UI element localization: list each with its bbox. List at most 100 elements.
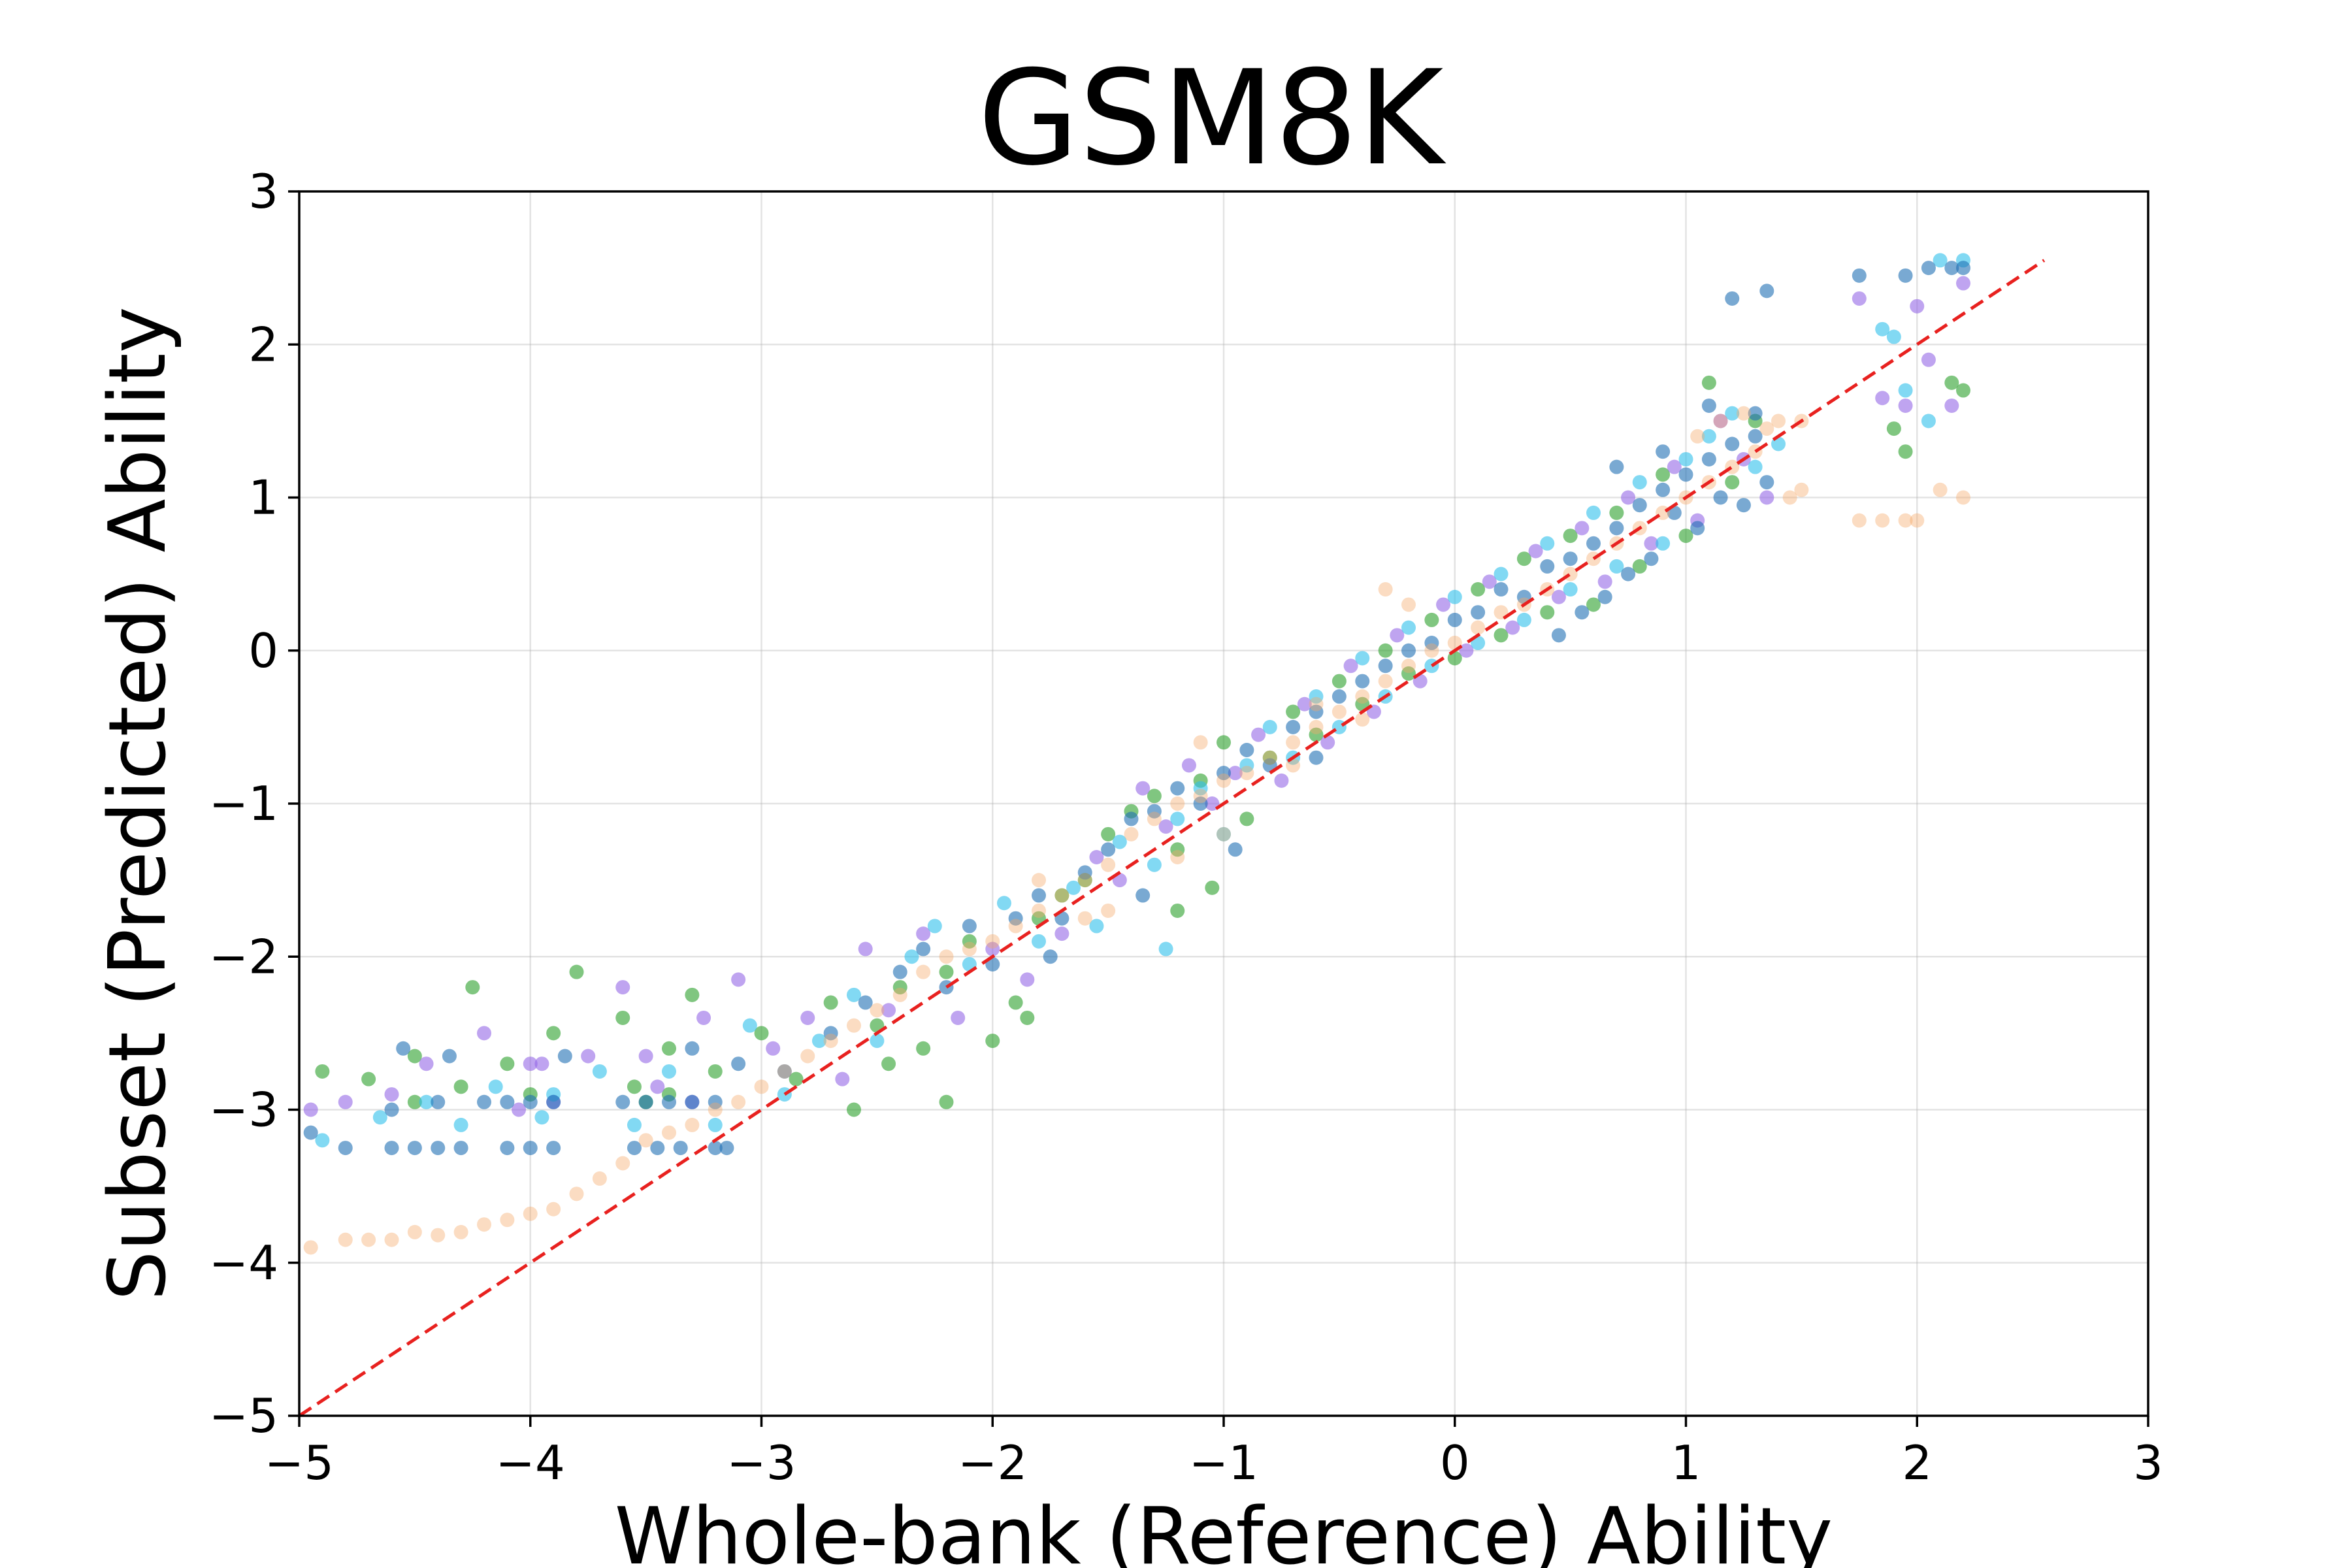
point-3-62 [1563, 551, 1578, 566]
point-0-26 [1054, 888, 1070, 903]
point-3-47 [1217, 766, 1231, 781]
point-2-48 [1678, 451, 1693, 466]
point-1-56 [1921, 352, 1936, 367]
point-4-87 [1077, 911, 1092, 926]
point-4-76 [1956, 490, 1970, 505]
point-1-26 [1181, 758, 1196, 773]
point-3-31 [823, 1026, 838, 1041]
y-tick-label-3: −2 [209, 929, 278, 984]
point-4-10 [546, 1201, 561, 1217]
point-4-18 [731, 1094, 746, 1109]
point-3-36 [962, 919, 977, 934]
point-4-74 [1910, 513, 1925, 528]
point-4-30 [1008, 919, 1023, 934]
point-2-1 [372, 1110, 387, 1125]
point-1-33 [1343, 659, 1358, 674]
point-3-15 [615, 1094, 630, 1109]
point-3-4 [431, 1141, 446, 1156]
point-3-17 [662, 1094, 676, 1109]
point-2-26 [1170, 811, 1185, 826]
point-0-33 [1217, 735, 1231, 750]
point-2-15 [870, 1034, 885, 1049]
point-4-81 [1355, 712, 1370, 727]
series-3 [303, 261, 1970, 1156]
point-2-44 [1586, 505, 1601, 520]
point-2-9 [662, 1064, 676, 1079]
point-2-16 [904, 949, 919, 964]
point-0-53 [1678, 529, 1693, 544]
point-2-2 [419, 1094, 434, 1109]
point-4-17 [708, 1102, 723, 1117]
point-3-3 [407, 1141, 422, 1156]
point-4-85 [1193, 735, 1208, 750]
x-tick-label-4: −1 [1189, 1435, 1258, 1490]
point-2-43 [1563, 582, 1578, 597]
point-0-31 [1170, 842, 1185, 857]
point-1-3 [419, 1056, 434, 1071]
point-3-5 [453, 1141, 468, 1156]
point-4-9 [523, 1206, 538, 1221]
point-0-36 [1286, 704, 1301, 719]
point-3-24 [719, 1141, 734, 1156]
point-3-48 [1239, 743, 1254, 758]
point-3-80 [1551, 628, 1566, 643]
point-2-17 [927, 919, 942, 934]
point-4-36 [1147, 811, 1162, 826]
point-0-45 [1494, 628, 1509, 643]
point-4-22 [823, 1034, 838, 1049]
point-3-71 [1759, 475, 1774, 490]
point-4-16 [685, 1117, 700, 1132]
point-3-19 [708, 1094, 723, 1109]
series-4 [303, 406, 1970, 1255]
point-3-68 [1701, 451, 1716, 466]
point-3-56 [1424, 636, 1439, 651]
point-2-30 [1262, 719, 1277, 734]
point-3-52 [1331, 689, 1347, 704]
point-4-29 [985, 934, 1000, 949]
point-3-38 [1008, 911, 1023, 926]
point-0-68 [1205, 880, 1220, 895]
point-3-6 [500, 1141, 515, 1156]
point-3-74 [1690, 521, 1705, 536]
point-4-20 [777, 1064, 792, 1079]
point-0-9 [615, 1010, 630, 1025]
point-1-0 [303, 1102, 318, 1117]
point-0-23 [985, 1034, 1000, 1049]
y-tick-label-8: 3 [248, 164, 278, 219]
point-4-42 [1286, 735, 1301, 750]
point-3-27 [557, 1049, 572, 1064]
point-4-45 [1355, 689, 1370, 704]
point-2-34 [1355, 651, 1370, 666]
point-0-44 [1471, 582, 1486, 597]
point-1-40 [1505, 620, 1520, 635]
point-4-83 [1378, 582, 1393, 597]
point-0-47 [1540, 605, 1555, 620]
point-4-32 [1054, 888, 1070, 903]
point-0-7 [546, 1026, 561, 1041]
point-2-46 [1632, 475, 1647, 490]
point-4-23 [847, 1018, 861, 1033]
point-4-66 [1690, 429, 1705, 444]
point-4-50 [1471, 620, 1486, 635]
y-tick-label-5: 0 [248, 623, 278, 678]
point-3-45 [1170, 781, 1185, 796]
point-3-73 [1713, 490, 1728, 505]
point-2-0 [315, 1133, 330, 1148]
y-tick-label-2: −3 [209, 1083, 278, 1137]
point-4-21 [800, 1049, 815, 1064]
point-3-33 [892, 964, 907, 979]
point-0-30 [1147, 789, 1162, 804]
x-tick-label-1: −4 [496, 1435, 565, 1490]
point-1-38 [1459, 643, 1474, 658]
point-2-25 [1158, 941, 1173, 956]
point-2-58 [1898, 383, 1913, 398]
scatter-points [303, 253, 1970, 1255]
y-tick-label-4: −1 [209, 776, 278, 831]
point-4-31 [1032, 903, 1046, 918]
point-3-55 [1401, 643, 1416, 658]
point-1-46 [1644, 536, 1659, 551]
point-4-69 [1782, 490, 1797, 505]
point-3-64 [1609, 521, 1624, 536]
point-4-7 [477, 1217, 491, 1232]
point-3-94 [1135, 888, 1151, 903]
